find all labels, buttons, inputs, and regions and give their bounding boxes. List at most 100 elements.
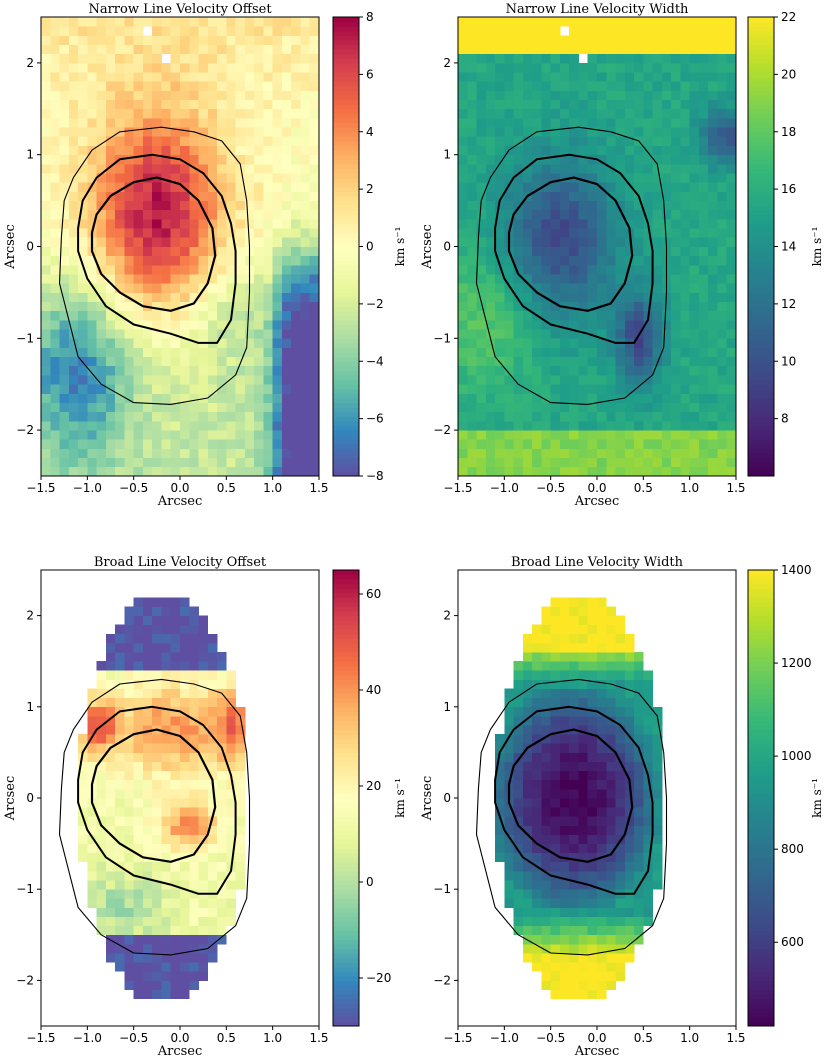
heatmap-cell	[615, 734, 626, 744]
heatmap-cell	[217, 715, 227, 726]
heatmap-cell	[68, 209, 79, 220]
heatmap-cell	[550, 670, 561, 680]
heatmap-cell	[78, 283, 88, 293]
heatmap-cell	[550, 81, 561, 91]
heatmap-cell	[615, 770, 626, 781]
heatmap-cell	[578, 448, 589, 459]
colorbar-tick-label: 6	[366, 67, 374, 81]
heatmap-cell	[522, 916, 533, 927]
heatmap-cell	[615, 347, 626, 358]
heatmap-cell	[550, 788, 561, 799]
heatmap-cell	[309, 53, 320, 64]
heatmap-cell	[105, 816, 116, 826]
colorbar-segment	[333, 127, 359, 133]
heatmap-cell	[495, 209, 505, 220]
heatmap-cell	[578, 26, 589, 36]
heatmap-cell	[235, 301, 246, 312]
heatmap-cell	[624, 191, 635, 201]
heatmap-cell	[124, 255, 135, 266]
heatmap-cell	[606, 642, 616, 653]
y-tick-label: −1	[433, 882, 451, 896]
heatmap-cell	[513, 117, 524, 128]
heatmap-cell	[606, 615, 616, 626]
heatmap-cell	[587, 81, 598, 91]
heatmap-cell	[170, 861, 181, 872]
heatmap-cell	[624, 218, 635, 229]
heatmap-cell	[578, 72, 589, 82]
heatmap-cell	[495, 228, 505, 238]
heatmap-cell	[597, 971, 607, 981]
heatmap-cell	[59, 457, 70, 468]
heatmap-cell	[550, 798, 561, 808]
heatmap-cell	[643, 880, 653, 890]
heatmap-cell	[689, 53, 700, 64]
heatmap-cell	[170, 779, 181, 790]
heatmap-cell	[652, 246, 663, 257]
colorbar-segment	[748, 633, 774, 639]
colorbar-segment	[333, 775, 359, 781]
heatmap-cell	[272, 411, 283, 422]
heatmap-cell	[105, 411, 116, 422]
heatmap-cell	[217, 761, 227, 772]
heatmap-cell	[180, 989, 190, 1000]
heatmap-cell	[458, 402, 468, 413]
colorbar-tick-label: 16	[781, 182, 796, 196]
heatmap-cell	[634, 402, 644, 413]
heatmap-cell	[115, 916, 125, 927]
heatmap-cell	[661, 17, 672, 27]
heatmap-cell	[495, 191, 505, 201]
colorbar-segment	[333, 629, 359, 635]
heatmap-cell	[226, 319, 236, 330]
heatmap-cell	[124, 301, 135, 312]
heatmap-cell	[105, 725, 116, 735]
colorbar-tick-label: 20	[366, 779, 381, 793]
heatmap-cell	[189, 430, 199, 440]
heatmap-cell	[643, 209, 653, 220]
heatmap-cell	[217, 375, 227, 385]
heatmap-cell	[717, 191, 728, 201]
heatmap-cell	[522, 200, 533, 211]
heatmap-cell	[124, 384, 135, 394]
heatmap-cell	[207, 816, 218, 826]
heatmap-cell	[142, 35, 153, 45]
heatmap-cell	[142, 971, 153, 981]
heatmap-cell	[124, 898, 135, 908]
heatmap-cell	[152, 457, 162, 468]
heatmap-cell	[569, 108, 579, 119]
heatmap-cell	[226, 338, 236, 348]
heatmap-cell	[467, 329, 477, 339]
heatmap-cell	[291, 448, 301, 459]
heatmap-cell	[624, 393, 635, 403]
heatmap-cell	[68, 108, 79, 119]
heatmap-cell	[578, 752, 589, 762]
heatmap-cell	[50, 457, 60, 468]
heatmap-cell	[115, 338, 125, 348]
heatmap-cell	[513, 301, 524, 312]
heatmap-cell	[476, 218, 487, 229]
heatmap-cell	[59, 283, 70, 293]
heatmap-cell	[68, 274, 79, 284]
heatmap-cell	[485, 72, 496, 82]
heatmap-cell	[587, 898, 598, 908]
heatmap-cell	[708, 17, 718, 27]
heatmap-cell	[235, 347, 246, 358]
heatmap-cell	[504, 17, 514, 27]
heatmap-cell	[587, 393, 598, 403]
heatmap-cell	[189, 779, 199, 790]
heatmap-cell	[244, 310, 255, 321]
colorbar-segment	[748, 843, 774, 849]
heatmap-cell	[198, 310, 209, 321]
heatmap-cell	[198, 661, 209, 671]
heatmap-cell	[170, 99, 181, 110]
heatmap-cell	[726, 237, 737, 247]
heatmap-cell	[226, 301, 236, 312]
heatmap-cell	[513, 72, 524, 82]
colorbar-segment	[748, 58, 774, 64]
heatmap-cell	[115, 301, 125, 312]
heatmap-cell	[606, 411, 616, 422]
heatmap-cell	[504, 743, 514, 753]
heatmap-cell	[115, 200, 125, 211]
heatmap-cell	[198, 670, 209, 680]
heatmap-cell	[578, 725, 589, 735]
heatmap-cell	[50, 191, 60, 201]
